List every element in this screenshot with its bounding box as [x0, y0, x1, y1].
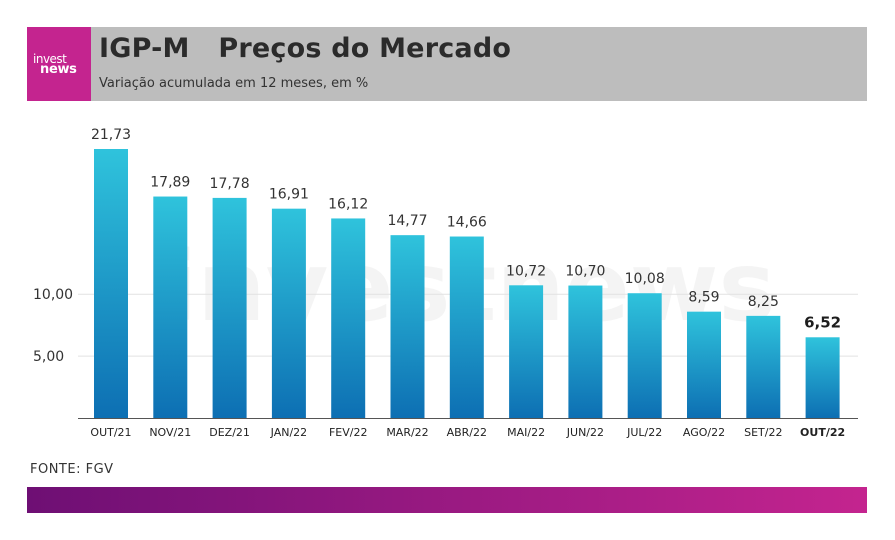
bar	[568, 285, 603, 418]
bar	[746, 315, 781, 418]
x-tick-label: MAI/22	[507, 426, 545, 439]
logo-text-bottom: news	[40, 62, 77, 77]
y-tick-label: 5,00	[33, 349, 64, 365]
bars	[94, 149, 840, 418]
bar-value-label: 21,73	[91, 127, 131, 143]
logo-text-top: invest	[33, 52, 67, 66]
bar-value-label: 17,78	[210, 176, 250, 192]
x-tick-label: JAN/22	[270, 426, 308, 439]
bar	[390, 235, 425, 418]
bar	[627, 293, 662, 418]
x-tick-label: FEV/22	[329, 426, 368, 439]
investnews-logo: invest news	[27, 27, 91, 101]
x-tick-label: NOV/21	[149, 426, 191, 439]
bar-value-label: 16,91	[269, 187, 309, 203]
bar	[687, 311, 721, 418]
y-tick-label: 10,00	[33, 287, 73, 303]
bar-value-label: 10,08	[625, 271, 665, 287]
bar-value-label: 8,25	[748, 294, 779, 310]
x-tick-label: OUT/22	[800, 426, 845, 439]
bar	[331, 218, 366, 418]
x-axis-ticks: OUT/21 NOV/21 DEZ/21 JAN/22 FEV/22 MAR/22 ABR/…	[90, 426, 845, 439]
y-axis-ticks: 5,00 10,00	[33, 287, 73, 365]
x-tick-label: ABR/22	[447, 426, 487, 439]
x-tick-label: AGO/22	[683, 426, 725, 439]
bar	[94, 149, 128, 418]
value-labels: 21,73 17,89 17,78 16,91 16,12 14,77 14,66 10,72…	[91, 127, 841, 331]
x-tick-label: MAR/22	[386, 426, 428, 439]
bar	[212, 197, 247, 418]
bar	[509, 285, 544, 418]
bar	[449, 236, 484, 418]
bar-value-label: 10,72	[506, 263, 546, 279]
source-note: FONTE: FGV	[30, 462, 114, 477]
x-tick-label: DEZ/21	[209, 426, 250, 439]
bar	[153, 196, 188, 418]
bar-value-label: 14,66	[447, 215, 487, 231]
bar-value-label: 14,77	[387, 213, 427, 229]
footer-bar	[27, 487, 867, 513]
bar-value-label: 8,59	[688, 290, 719, 306]
x-tick-label: JUN/22	[566, 426, 604, 439]
chart-subtitle: Variação acumulada em 12 meses, em %	[99, 76, 369, 91]
bar	[271, 208, 306, 418]
x-tick-label: SET/22	[744, 426, 782, 439]
bar-value-label: 16,12	[328, 196, 368, 212]
x-tick-label: OUT/21	[90, 426, 131, 439]
bar	[805, 337, 840, 418]
bar-value-label: 17,89	[150, 175, 190, 191]
chart-header: invest news IGP-M Preços do Mercado Vari…	[27, 27, 867, 101]
bar-value-label: 10,70	[565, 264, 605, 280]
chart-title: IGP-M Preços do Mercado	[99, 33, 512, 64]
bar-value-label: 6,52	[804, 313, 841, 331]
x-tick-label: JUL/22	[626, 426, 662, 439]
